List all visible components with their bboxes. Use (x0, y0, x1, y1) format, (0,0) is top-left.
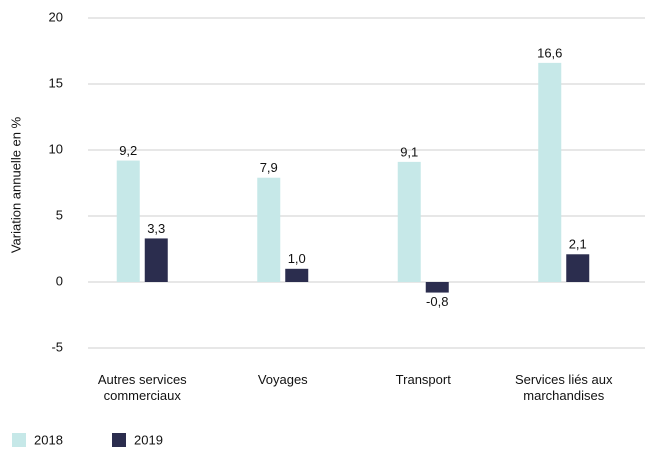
y-tick-label: 5 (56, 207, 63, 222)
bar (144, 238, 168, 282)
legend-swatch (112, 433, 126, 447)
bar (397, 161, 421, 282)
legend-swatch (12, 433, 26, 447)
y-tick-label: 0 (56, 273, 63, 288)
value-label: 9,1 (400, 144, 418, 159)
bar (425, 282, 449, 293)
value-label: -0,8 (426, 294, 448, 309)
legend-label: 2018 (34, 432, 63, 447)
y-axis-label: Variation annuelle en % (8, 116, 23, 253)
value-label: 16,6 (537, 45, 562, 60)
y-tick-label: 20 (49, 9, 63, 24)
bar (257, 177, 281, 282)
x-tick-label: Services liés aux marchandises (514, 372, 613, 403)
value-label: 7,9 (260, 160, 278, 175)
value-label: 2,1 (569, 237, 587, 252)
y-tick-label: 15 (49, 75, 63, 90)
value-label: 9,2 (119, 143, 137, 158)
value-label: 1,0 (288, 251, 306, 266)
y-tick-label: 10 (49, 141, 63, 156)
x-tick-label: Autres services commerciaux (97, 372, 187, 403)
bar (116, 160, 140, 282)
legend-label: 2019 (134, 432, 163, 447)
x-tick-label: Transport (395, 372, 451, 387)
value-label: 3,3 (147, 221, 165, 236)
bar (538, 62, 562, 282)
y-tick-label: -5 (51, 339, 63, 354)
bar (285, 268, 309, 282)
x-tick-label: Voyages (257, 372, 308, 387)
bar (566, 254, 590, 282)
